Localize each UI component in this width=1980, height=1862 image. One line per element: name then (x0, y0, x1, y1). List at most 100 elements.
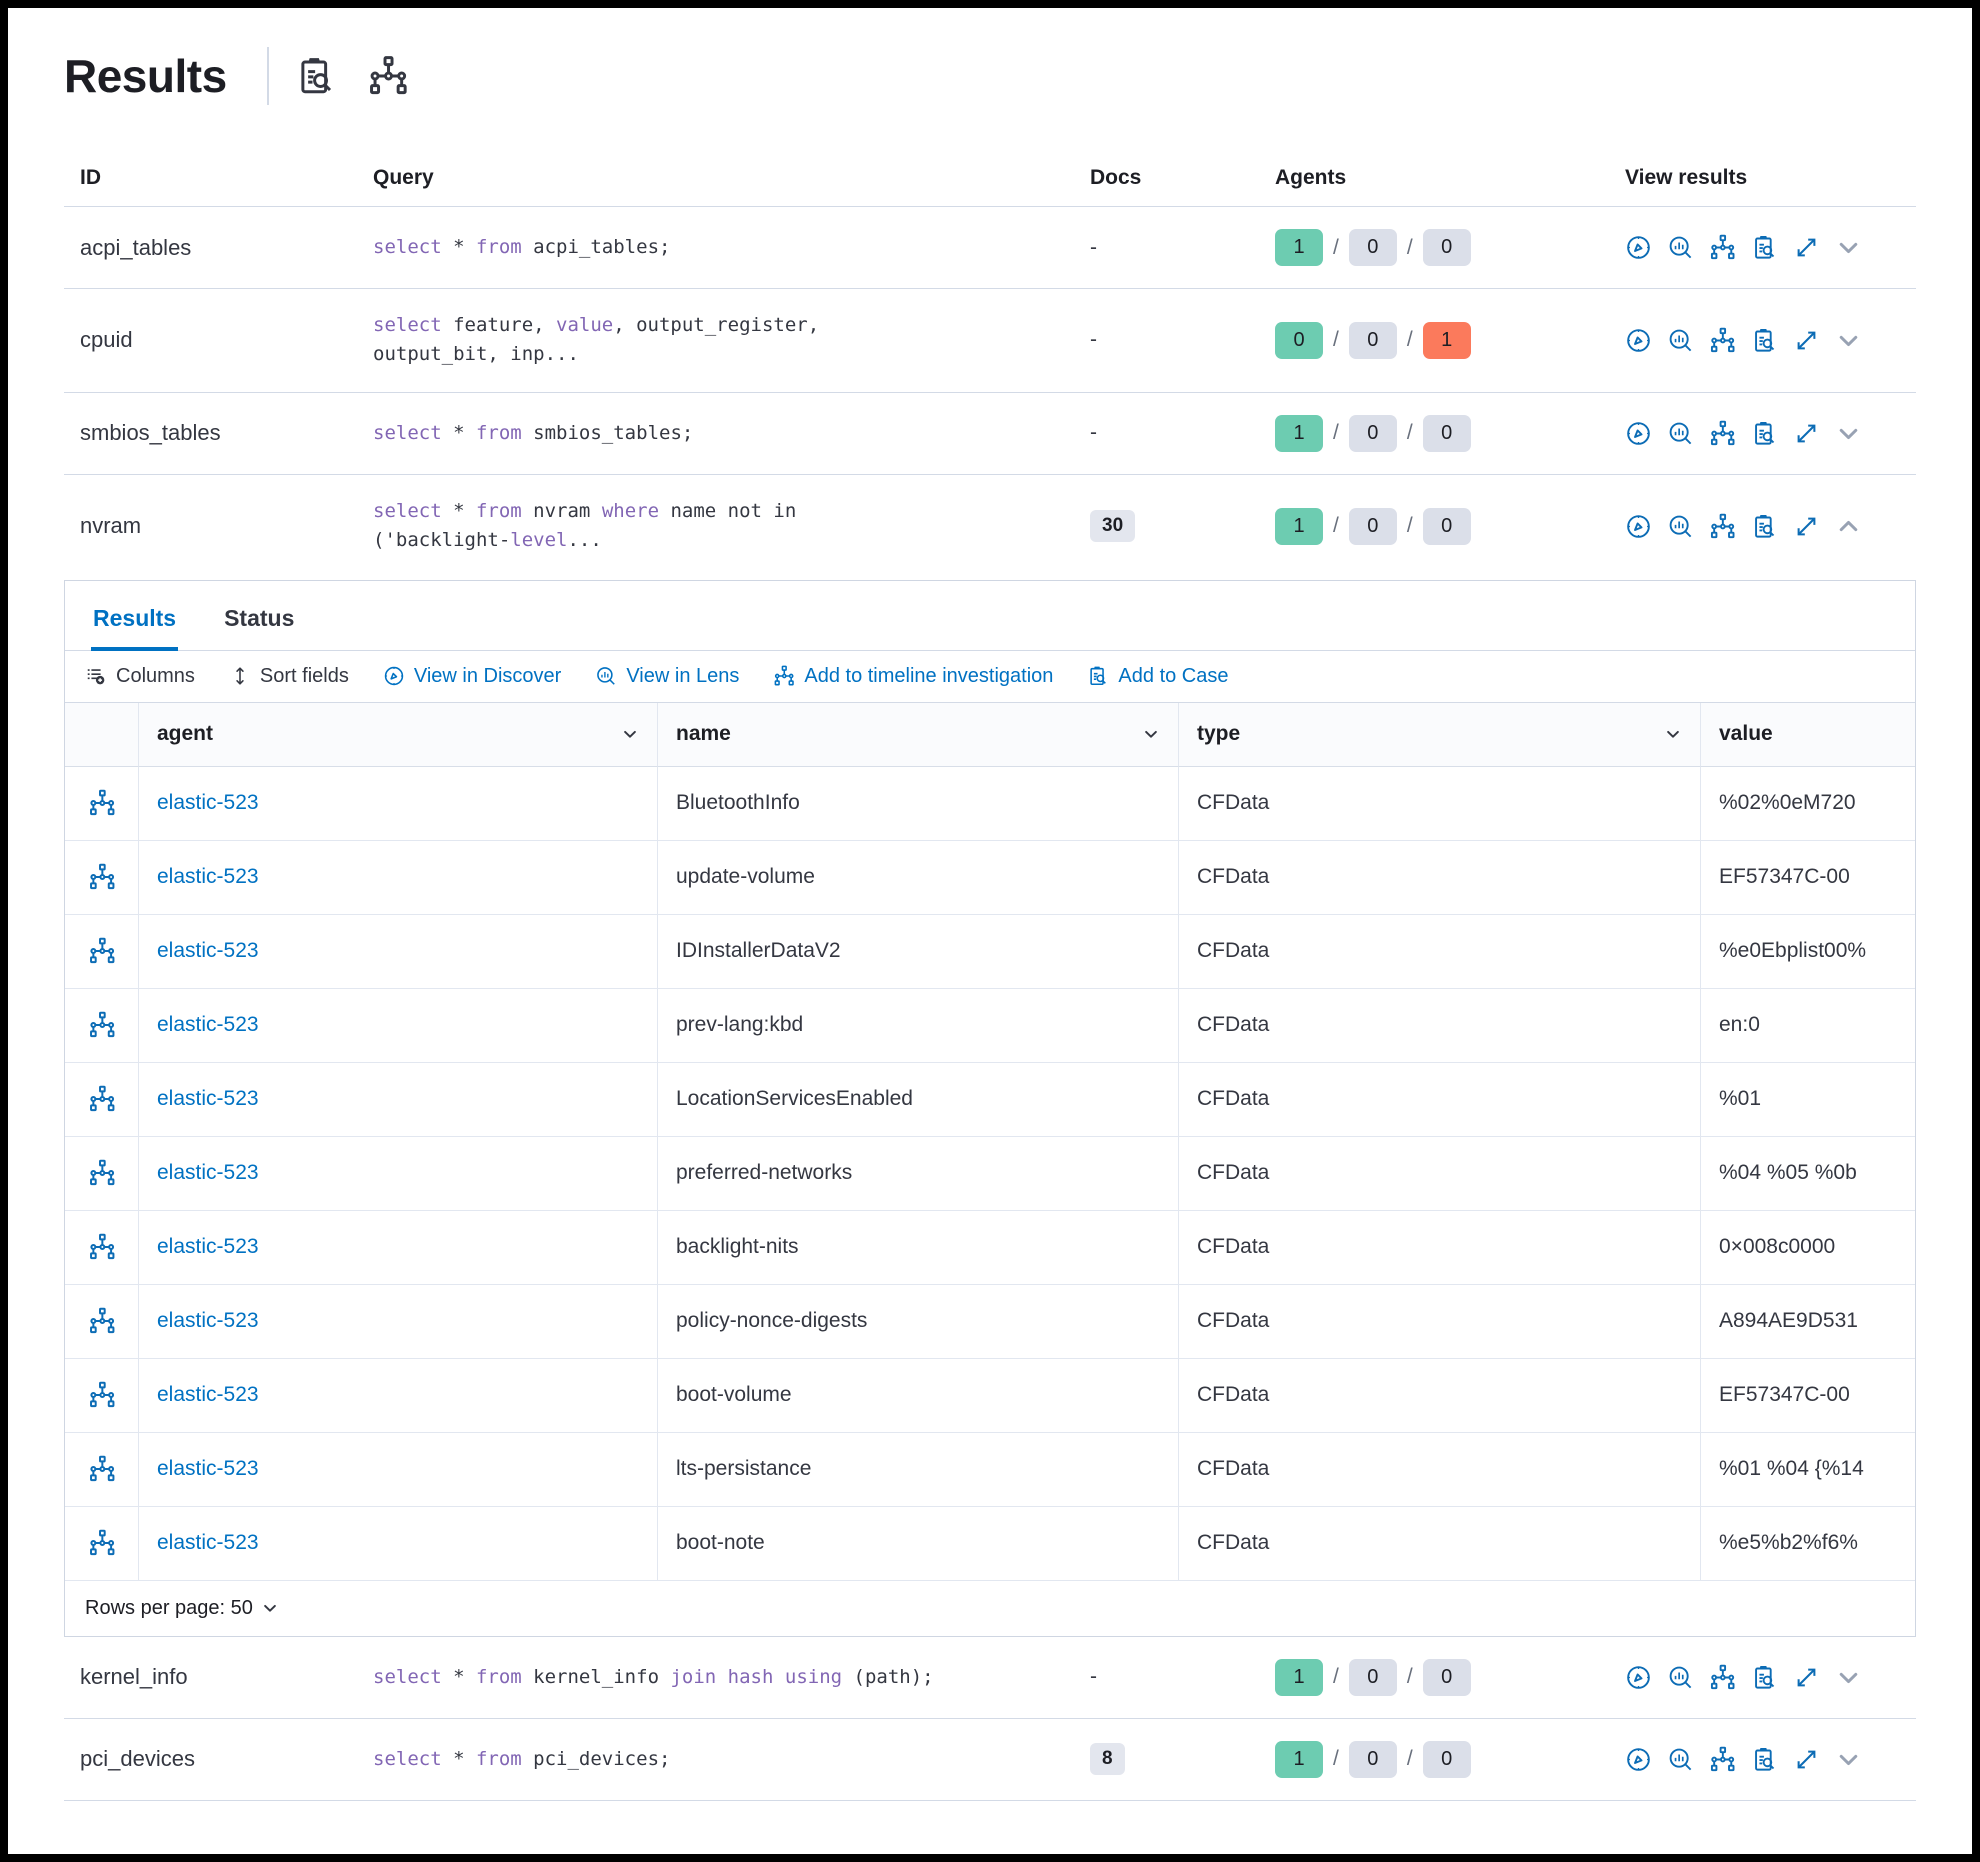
add-to-timeline-icon[interactable] (1709, 513, 1736, 540)
grid-column-header-agent[interactable]: agent (139, 702, 658, 767)
view-in-discover-icon[interactable] (1625, 420, 1652, 447)
column-actions-chevron-icon[interactable] (1664, 725, 1682, 743)
add-to-timeline-icon[interactable] (88, 1529, 116, 1557)
agent-link[interactable]: elastic-523 (157, 1531, 259, 1555)
results-grid-row: elastic-523 update-volume CFData EF57347C-0… (65, 840, 1915, 915)
agent-link[interactable]: elastic-523 (157, 865, 259, 889)
query-id: kernel_info (80, 1664, 188, 1690)
view-in-discover-icon[interactable] (1625, 1746, 1652, 1773)
agent-link[interactable]: elastic-523 (157, 1087, 259, 1111)
grid-column-header-value[interactable]: value (1701, 702, 1915, 767)
view-in-lens-icon[interactable] (1667, 1664, 1694, 1691)
expand-row-chevron-down-icon[interactable] (1835, 327, 1862, 354)
expand-row-chevron-down-icon[interactable] (1835, 1746, 1862, 1773)
agents-separator: / (1406, 1747, 1413, 1771)
agent-link[interactable]: elastic-523 (157, 1383, 259, 1407)
cell-name: lts-persistance (658, 1432, 1179, 1506)
agent-link[interactable]: elastic-523 (157, 1235, 259, 1259)
panel-tabs: Results Status (65, 581, 1915, 651)
toolbar-label: Add to timeline investigation (804, 664, 1054, 687)
agent-link[interactable]: elastic-523 (157, 1013, 259, 1037)
view-in-discover-icon[interactable] (1625, 513, 1652, 540)
add-to-timeline-icon[interactable] (1709, 1664, 1736, 1691)
expand-row-chevron-down-icon[interactable] (1835, 420, 1862, 447)
title-divider (266, 47, 269, 105)
results-grid-toolbar: Columns Sort fields View in Discover View i… (65, 651, 1915, 703)
expand-icon[interactable] (1793, 1746, 1820, 1773)
add-to-timeline-icon[interactable] (88, 1455, 116, 1483)
column-actions-chevron-icon[interactable] (1142, 725, 1160, 743)
add-to-timeline-icon[interactable] (88, 937, 116, 965)
cell-value: EF57347C-00 (1719, 1383, 1850, 1407)
column-actions-chevron-icon[interactable] (621, 725, 639, 743)
view-in-discover-icon[interactable] (1625, 1664, 1652, 1691)
expand-row-chevron-down-icon[interactable] (1835, 1664, 1862, 1691)
add-to-timeline-icon[interactable] (88, 1011, 116, 1039)
grid-column-label: name (676, 722, 731, 746)
view-in-discover-icon[interactable] (1625, 327, 1652, 354)
agent-link[interactable]: elastic-523 (157, 939, 259, 963)
query-sql: select * from acpi_tables; (357, 211, 1074, 284)
network-graph-icon[interactable] (367, 55, 409, 97)
add-to-case-icon[interactable] (1751, 1746, 1778, 1773)
agent-status-badge-gray: 0 (1348, 321, 1397, 359)
grid-column-header-name[interactable]: name (658, 702, 1179, 767)
add-to-case-icon[interactable] (1751, 1664, 1778, 1691)
results-grid-row: elastic-523 boot-note CFData %e5%b2%f6% (65, 1506, 1915, 1581)
toolbar-timeline-button[interactable]: Add to timeline investigation (773, 665, 1053, 688)
add-to-timeline-icon[interactable] (88, 1307, 116, 1335)
add-to-timeline-icon[interactable] (88, 863, 116, 891)
view-in-lens-icon[interactable] (1667, 327, 1694, 354)
view-in-lens-icon[interactable] (1667, 1746, 1694, 1773)
add-to-timeline-icon[interactable] (88, 1381, 116, 1409)
add-to-case-icon[interactable] (1751, 327, 1778, 354)
agent-link[interactable]: elastic-523 (157, 1457, 259, 1481)
view-in-discover-icon[interactable] (1625, 234, 1652, 261)
row-lead-cell (65, 1136, 139, 1210)
collapse-row-chevron-up-icon[interactable] (1835, 513, 1862, 540)
add-to-timeline-icon[interactable] (88, 1233, 116, 1261)
view-in-lens-icon[interactable] (1667, 234, 1694, 261)
expand-icon[interactable] (1793, 513, 1820, 540)
add-to-timeline-icon[interactable] (88, 1159, 116, 1187)
add-to-timeline-icon[interactable] (88, 1085, 116, 1113)
toolbar-label: Sort fields (259, 664, 349, 687)
cell-agent: elastic-523 (139, 766, 658, 840)
agents-separator: / (1333, 235, 1339, 259)
agent-link[interactable]: elastic-523 (157, 1309, 259, 1333)
add-to-timeline-icon[interactable] (1709, 420, 1736, 447)
expand-row-chevron-down-icon[interactable] (1835, 234, 1862, 261)
tab-status[interactable]: Status (224, 604, 295, 631)
toolbar-case-button[interactable]: Add to Case (1087, 665, 1229, 688)
cell-value: EF57347C-00 (1719, 865, 1850, 889)
toolbar-discover-button[interactable]: View in Discover (383, 665, 561, 688)
toolbar-sort-button[interactable]: Sort fields (229, 665, 349, 688)
toolbar-columns-button[interactable]: Columns (85, 665, 195, 688)
cell-value: %04 %05 %0b (1719, 1161, 1857, 1185)
add-to-timeline-icon[interactable] (1709, 1746, 1736, 1773)
rows-per-page-button[interactable]: Rows per page: 50 (85, 1597, 279, 1620)
view-in-lens-icon[interactable] (1667, 420, 1694, 447)
discover-icon (383, 665, 405, 687)
add-to-timeline-icon[interactable] (1709, 327, 1736, 354)
add-to-timeline-icon[interactable] (88, 789, 116, 817)
expand-icon[interactable] (1793, 234, 1820, 261)
expand-icon[interactable] (1793, 1664, 1820, 1691)
agents-separator: / (1333, 514, 1339, 538)
toolbar-lens-button[interactable]: View in Lens (595, 665, 739, 688)
grid-column-header-type[interactable]: type (1179, 702, 1701, 767)
row-lead-cell (65, 1284, 139, 1358)
expand-icon[interactable] (1793, 420, 1820, 447)
add-to-case-icon[interactable] (1751, 513, 1778, 540)
agents-separator: / (1406, 328, 1413, 352)
agent-link[interactable]: elastic-523 (157, 791, 259, 815)
view-in-lens-icon[interactable] (1667, 513, 1694, 540)
clipboard-search-icon[interactable] (295, 55, 337, 97)
expand-icon[interactable] (1793, 327, 1820, 354)
add-to-case-icon[interactable] (1751, 420, 1778, 447)
query-sql: select * from pci_devices; (357, 1723, 1074, 1796)
add-to-case-icon[interactable] (1751, 234, 1778, 261)
add-to-timeline-icon[interactable] (1709, 234, 1736, 261)
tab-results[interactable]: Results (91, 581, 179, 651)
agent-link[interactable]: elastic-523 (157, 1161, 259, 1185)
